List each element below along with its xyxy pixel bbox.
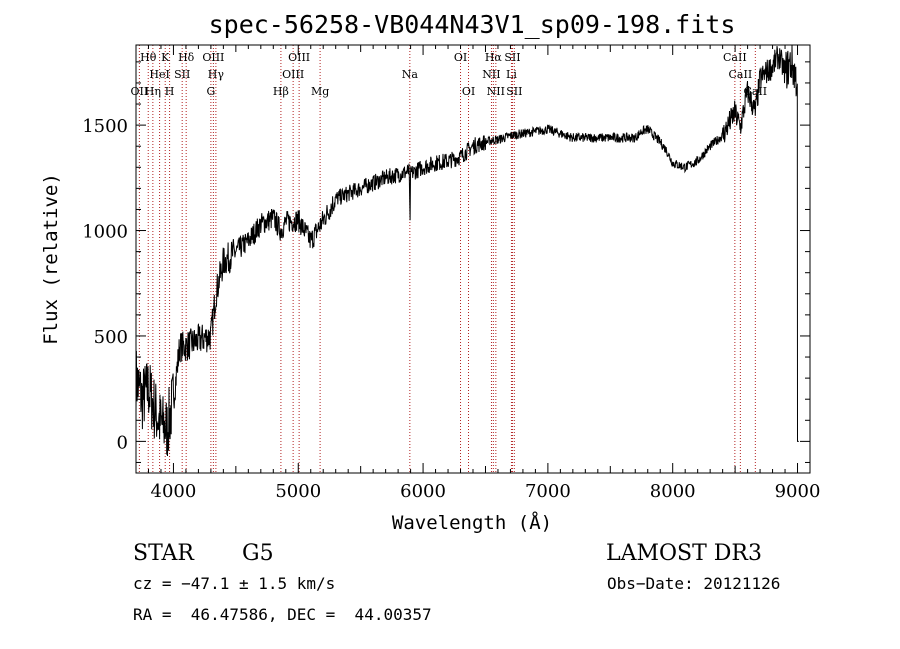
y-axis: 0 500 1000 1500 <box>82 61 810 463</box>
spectral-line-label: OI <box>454 51 467 64</box>
spectral-line-label: Hθ <box>140 51 157 64</box>
spectral-line-label: Mg <box>311 85 329 98</box>
spectral-line-label: SII <box>506 85 522 98</box>
spectral-line-label: Na <box>402 68 419 81</box>
spectral-line-label: Hβ <box>273 85 289 98</box>
spectral-subclass: G5 <box>242 541 274 566</box>
spectral-line-label: Hδ <box>178 51 195 64</box>
spectral-line-label: OIII <box>288 51 310 64</box>
spectral-line-markers <box>138 45 756 473</box>
spectral-line-label: G <box>206 85 215 98</box>
chart-title: spec-56258-VB044N43V1_sp09-198.fits <box>209 10 736 39</box>
x-tick-label: 5000 <box>275 481 321 502</box>
survey-name: LAMOST DR3 <box>606 541 762 566</box>
redshift-velocity: cz = −47.1 ± 1.5 km/s <box>133 574 335 593</box>
x-tick-label: 4000 <box>151 481 197 502</box>
spectrum-line <box>135 44 799 457</box>
x-axis: 4000 5000 6000 7000 8000 9000 <box>147 45 821 502</box>
spectral-line-labels: OII Hθ Hη HeI K H SII Hδ G OIII Hγ Hβ OIII OIII Mg Na OI… <box>131 51 768 98</box>
spectral-line-label: H <box>165 85 175 98</box>
spectral-line-label: NII <box>482 68 500 81</box>
spectral-line-label: CaII <box>723 51 747 64</box>
spectral-line-label: NII <box>487 85 505 98</box>
spectral-line-label: OIII <box>282 68 304 81</box>
spectral-line-label: OI <box>462 85 475 98</box>
spectral-line-label: Li <box>506 68 517 81</box>
x-tick-label: 9000 <box>775 481 821 502</box>
spectral-line-label: SII <box>504 51 520 64</box>
y-tick-label: 500 <box>94 327 128 348</box>
y-tick-label: 1000 <box>82 222 128 243</box>
spectral-line-label: K <box>161 51 170 64</box>
spectral-line-label: OIII <box>202 51 224 64</box>
x-tick-label: 7000 <box>525 481 571 502</box>
spectral-line-label: OII <box>131 85 149 98</box>
spectral-line-label: HeI <box>149 68 169 81</box>
x-tick-label: 6000 <box>400 481 446 502</box>
observation-date: Obs−Date: 20121126 <box>607 574 780 593</box>
y-tick-label: 1500 <box>82 116 128 137</box>
sky-coordinates: RA = 46.47586, DEC = 44.00357 <box>133 605 432 624</box>
spectral-line-label: Hη <box>145 85 161 98</box>
object-type: STAR <box>133 541 195 566</box>
x-axis-label: Wavelength (Å) <box>392 511 552 534</box>
spectral-line-label: Hγ <box>208 68 225 81</box>
spectral-line-label: CaII <box>729 68 753 81</box>
spectral-line-label: Hα <box>485 51 503 64</box>
y-tick-label: 0 <box>117 432 128 453</box>
spectral-line-label: SII <box>174 68 190 81</box>
y-axis-label: Flux (relative) <box>40 173 62 345</box>
x-tick-label: 8000 <box>650 481 696 502</box>
